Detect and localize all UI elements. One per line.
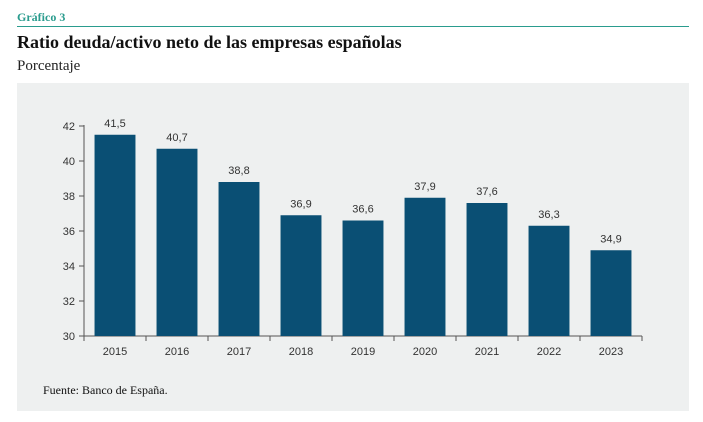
x-tick-label: 2019 — [351, 346, 375, 358]
header-rule — [17, 26, 689, 27]
bar-value-label: 38,8 — [228, 165, 249, 177]
bar-value-label: 36,9 — [290, 198, 311, 210]
x-tick-label: 2018 — [289, 346, 313, 358]
bar — [404, 197, 446, 336]
bar — [156, 148, 198, 336]
figure-number: Gráfico 3 — [17, 10, 66, 24]
chart-title: Ratio deuda/activo neto de las empresas … — [17, 32, 402, 52]
bar-value-label: 37,6 — [476, 186, 497, 198]
y-tick-label: 32 — [63, 296, 75, 308]
bar — [528, 225, 570, 336]
x-tick-label: 2021 — [475, 346, 499, 358]
bar — [218, 182, 260, 336]
y-tick-label: 36 — [63, 226, 75, 238]
y-tick-label: 40 — [63, 156, 75, 168]
bar-value-label: 36,3 — [538, 209, 559, 221]
bar — [590, 250, 632, 336]
bar — [342, 220, 384, 336]
bar-value-label: 37,9 — [414, 181, 435, 193]
bar-value-label: 34,9 — [600, 233, 621, 245]
bar-value-label: 40,7 — [166, 132, 187, 144]
chart-subtitle: Porcentaje — [17, 58, 81, 74]
bar — [94, 134, 136, 336]
y-tick-label: 42 — [63, 121, 75, 133]
x-tick-label: 2016 — [165, 346, 189, 358]
bar-value-label: 36,6 — [352, 204, 373, 216]
y-tick-label: 38 — [63, 191, 75, 203]
y-tick-label: 34 — [63, 261, 75, 273]
bar-chart: 30 32 34 36 38 40 42 41,5 2015 40,7 2016 38,8 2017 36… — [63, 118, 643, 358]
y-tick-label: 30 — [63, 331, 75, 343]
bar-value-label: 41,5 — [104, 118, 125, 130]
x-tick-label: 2015 — [103, 346, 127, 358]
chart-panel: 30 32 34 36 38 40 42 41,5 2015 40,7 2016 38,8 2017 36… — [17, 83, 689, 411]
source-note: Fuente: Banco de España. — [43, 383, 168, 397]
x-tick-label: 2022 — [537, 346, 561, 358]
x-tick-label: 2023 — [599, 346, 623, 358]
x-tick-label: 2017 — [227, 346, 251, 358]
bar — [280, 215, 322, 336]
bar — [466, 203, 508, 336]
x-tick-label: 2020 — [413, 346, 437, 358]
